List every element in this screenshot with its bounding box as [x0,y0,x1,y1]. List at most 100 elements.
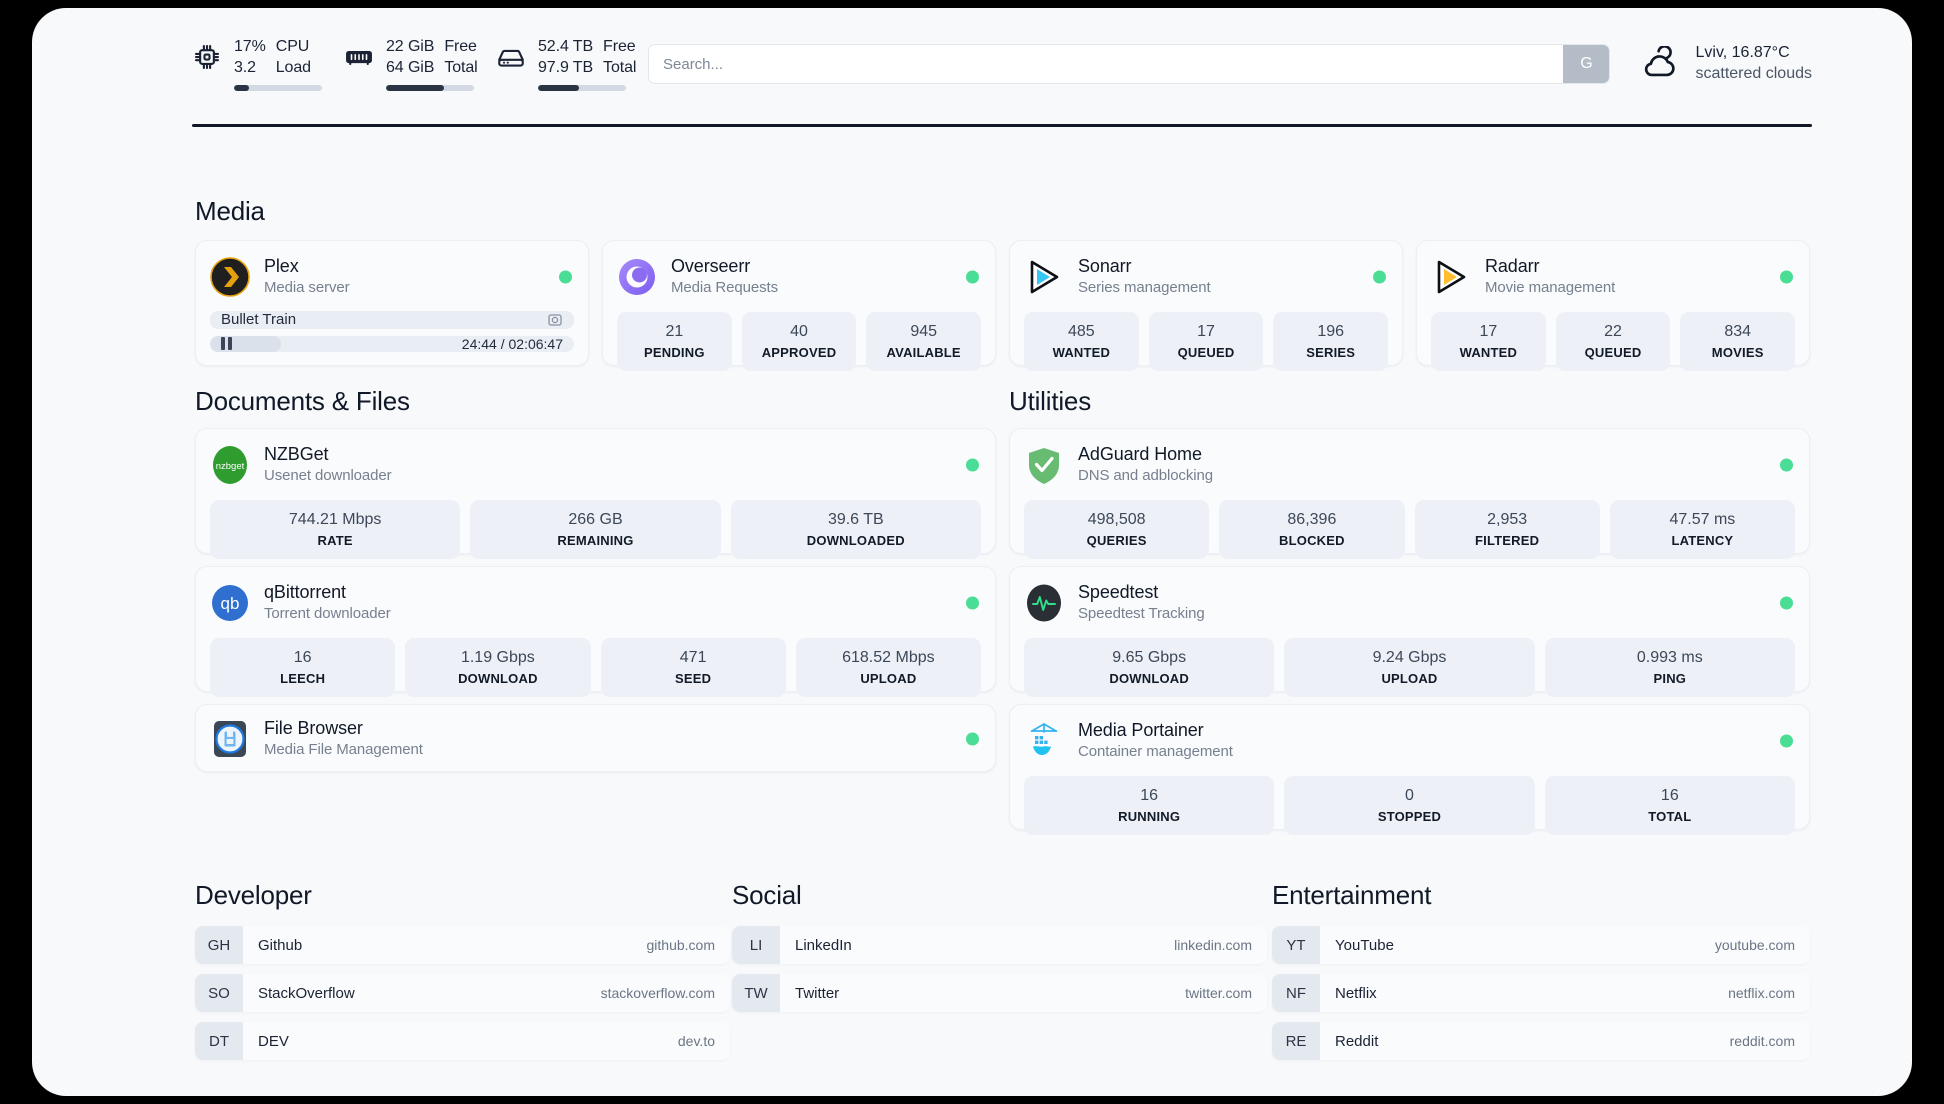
bookmark-item-stackoverflow[interactable]: SO StackOverflow stackoverflow.com [195,974,730,1012]
status-indicator-online [966,270,979,283]
pause-icon[interactable] [221,337,232,351]
service-subtitle: Speedtest Tracking [1078,605,1205,622]
plex-logo-icon [210,256,250,297]
bookmark-item-netflix[interactable]: NF Netflix netflix.com [1272,974,1810,1012]
bookmark-item-dev[interactable]: DT DEV dev.to [195,1022,730,1060]
stat-label: STOPPED [1377,809,1442,824]
service-card-speedtest[interactable]: Speedtest Speedtest Tracking 9.65 Gbps D… [1009,566,1810,697]
nzbget-logo-icon: nzbget [210,445,250,485]
now-playing-progress-bar[interactable]: 24:44 / 02:06:47 [210,335,574,352]
bookmark-list-social: LI LinkedIn linkedin.com TW Twitter twit… [732,926,1267,1012]
stat-item: 498,508 QUERIES [1024,500,1210,559]
memory-total-value: 64 GiB [386,59,435,76]
service-card-file-browser[interactable]: File Browser Media File Management [195,704,996,772]
stat-value: 196 [1317,323,1345,340]
stat-item: 16 RUNNING [1024,776,1275,835]
stat-item: 0.993 ms PING [1544,638,1795,697]
bookmark-name: StackOverflow [258,984,355,1002]
now-playing-title-bar: Bullet Train [210,311,574,329]
bookmark-initials: YT [1272,926,1320,964]
stat-item: 1.19 Gbps DOWNLOAD [405,638,591,697]
service-card-radarr[interactable]: Radarr Movie management 17 WANTED 22 QUE… [1416,240,1810,371]
stats-row: 498,508 QUERIES 86,396 BLOCKED 2,953 FIL… [1024,500,1795,559]
status-indicator-online [1780,596,1793,609]
weather-widget: Lviv, 16.87°C scattered clouds [1640,42,1812,84]
stat-item: 618.52 Mbps UPLOAD [795,638,981,697]
stat-item: 16 TOTAL [1544,776,1795,835]
weather-condition: scattered clouds [1695,65,1812,82]
cast-icon[interactable] [547,312,563,328]
stat-item: 40 APPROVED [741,312,857,371]
cloud-icon [1640,46,1682,80]
bookmark-item-twitter[interactable]: TW Twitter twitter.com [732,974,1267,1012]
stat-value: 21 [665,323,684,340]
service-subtitle: DNS and adblocking [1078,467,1213,484]
service-subtitle: Media Requests [671,279,778,296]
bookmark-name: YouTube [1335,936,1394,954]
stat-label: FILTERED [1475,533,1540,548]
cpu-icon [192,42,222,72]
speedtest-logo-icon [1024,583,1064,623]
bookmark-name: Twitter [795,984,840,1002]
service-card-sonarr[interactable]: Sonarr Series management 485 WANTED 17 Q… [1009,240,1403,371]
radarr-logo-icon [1431,257,1471,297]
memory-label-1: Free [444,38,477,55]
stat-item: 86,396 BLOCKED [1219,500,1405,559]
stat-value: 17 [1197,323,1215,340]
card-header: Overseerr Media Requests [617,255,981,298]
disk-total-value: 97.9 TB [538,59,594,76]
stat-item: 744.21 Mbps RATE [210,500,461,559]
service-card-adguard-home[interactable]: AdGuard Home DNS and adblocking 498,508 … [1009,428,1810,559]
bookmark-url: netflix.com [1728,985,1795,1001]
status-indicator-online [1373,270,1386,283]
stat-item: 21 PENDING [617,312,732,371]
service-card-media-portainer[interactable]: Media Portainer Container management 16 … [1009,704,1810,835]
card-header: AdGuard Home DNS and adblocking [1024,443,1795,486]
bookmark-initials: DT [195,1022,243,1060]
bookmark-item-github[interactable]: GH Github github.com [195,926,730,964]
bookmark-list-entertainment: YT YouTube youtube.com NF Netflix netfli… [1272,926,1810,1060]
disk-usage-bar [538,85,626,91]
stat-label: RUNNING [1118,809,1181,824]
stat-value: 1.19 Gbps [460,649,535,666]
stat-label: UPLOAD [1381,671,1438,686]
stat-label: REMAINING [557,533,634,548]
stat-label: LEECH [280,671,326,686]
service-name: qBittorrent [264,582,346,602]
search-bar[interactable]: G [648,44,1611,84]
bookmark-url: youtube.com [1714,937,1795,953]
stat-item: 9.24 Gbps UPLOAD [1284,638,1535,697]
memory-label-2: Total [444,59,478,76]
status-indicator-online [966,458,979,471]
stat-label: RATE [317,533,353,548]
bookmark-name: Github [258,936,303,954]
stat-value: 9.65 Gbps [1112,649,1187,666]
disk-label-2: Total [603,59,637,76]
service-card-nzbget[interactable]: nzbget NZBGet Usenet downloader 744.21 M… [195,428,996,559]
svg-text:qb: qb [221,594,240,613]
disk-icon [496,42,526,72]
search-submit-button[interactable]: G [1563,45,1610,83]
cpu-load-value: 3.2 [234,59,256,76]
bookmark-item-reddit[interactable]: RE Reddit reddit.com [1272,1022,1810,1060]
bookmark-url: github.com [646,937,715,953]
bookmark-initials: RE [1272,1022,1320,1060]
service-card-plex[interactable]: Plex Media server Bullet Train 24:44 / 0… [195,240,589,366]
service-card-overseerr[interactable]: Overseerr Media Requests 21 PENDING 40 A… [602,240,996,371]
service-name: Speedtest [1078,582,1159,602]
status-indicator-online [1780,458,1793,471]
stat-label: QUERIES [1086,533,1147,548]
service-name: Media Portainer [1078,720,1204,740]
dashboard-page: 17% 3.2 CPU Load [32,8,1912,1096]
bookmark-item-linkedin[interactable]: LI LinkedIn linkedin.com [732,926,1267,964]
bookmark-item-youtube[interactable]: YT YouTube youtube.com [1272,926,1810,964]
stat-label: BLOCKED [1279,533,1345,548]
service-subtitle: Media File Management [264,741,423,758]
bookmark-url: reddit.com [1729,1033,1795,1049]
stat-item: 16 LEECH [210,638,396,697]
service-card-qbittorrent[interactable]: qb qBittorrent Torrent downloader 16 LEE… [195,566,996,697]
search-input[interactable] [649,45,1564,83]
bookmark-name: DEV [258,1032,289,1050]
disk-free-value: 52.4 TB [538,38,594,55]
status-indicator-online [966,596,979,609]
